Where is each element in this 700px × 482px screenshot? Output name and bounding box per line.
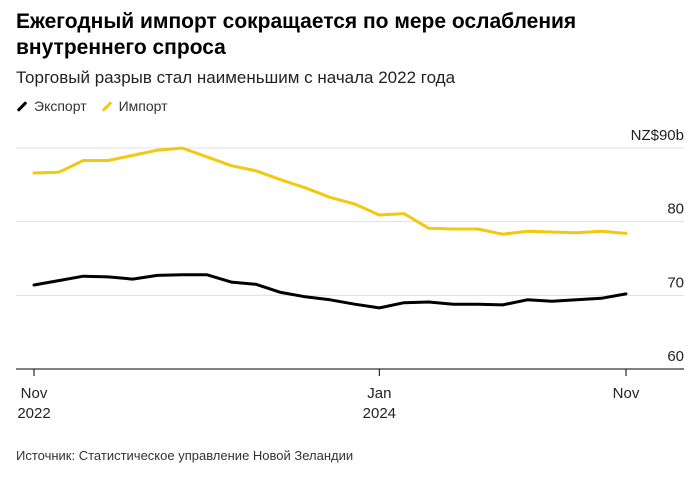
x-tick-label-2: Nov xyxy=(613,385,640,402)
chart-subtitle: Торговый разрыв стал наименьшим с начала… xyxy=(16,68,456,87)
x-tick-year-0: 2022 xyxy=(17,405,50,422)
import-line xyxy=(32,146,628,236)
source-note: Источник: Статистическое управление Ново… xyxy=(16,448,354,463)
x-tick-year-1: 2024 xyxy=(363,405,396,422)
legend-label-import: Импорт xyxy=(118,98,168,114)
legend-label-export: Экспорт xyxy=(34,98,87,114)
y-tick-label-70: 70 xyxy=(667,274,684,291)
x-tick-label-1: Jan xyxy=(367,385,391,402)
legend-item-export: Экспорт xyxy=(16,98,87,114)
y-tick-label-80: 80 xyxy=(667,201,684,218)
legend: Экспорт Импорт xyxy=(16,98,168,114)
export-line xyxy=(32,273,628,310)
x-tick-label-0: Nov xyxy=(21,385,48,402)
chart-title: Ежегодный импорт сокращается по мере осл… xyxy=(16,10,577,59)
y-tick-label-90: NZ$90b xyxy=(631,127,684,144)
y-tick-label-60: 60 xyxy=(667,348,684,365)
legend-item-import: Импорт xyxy=(101,98,168,114)
